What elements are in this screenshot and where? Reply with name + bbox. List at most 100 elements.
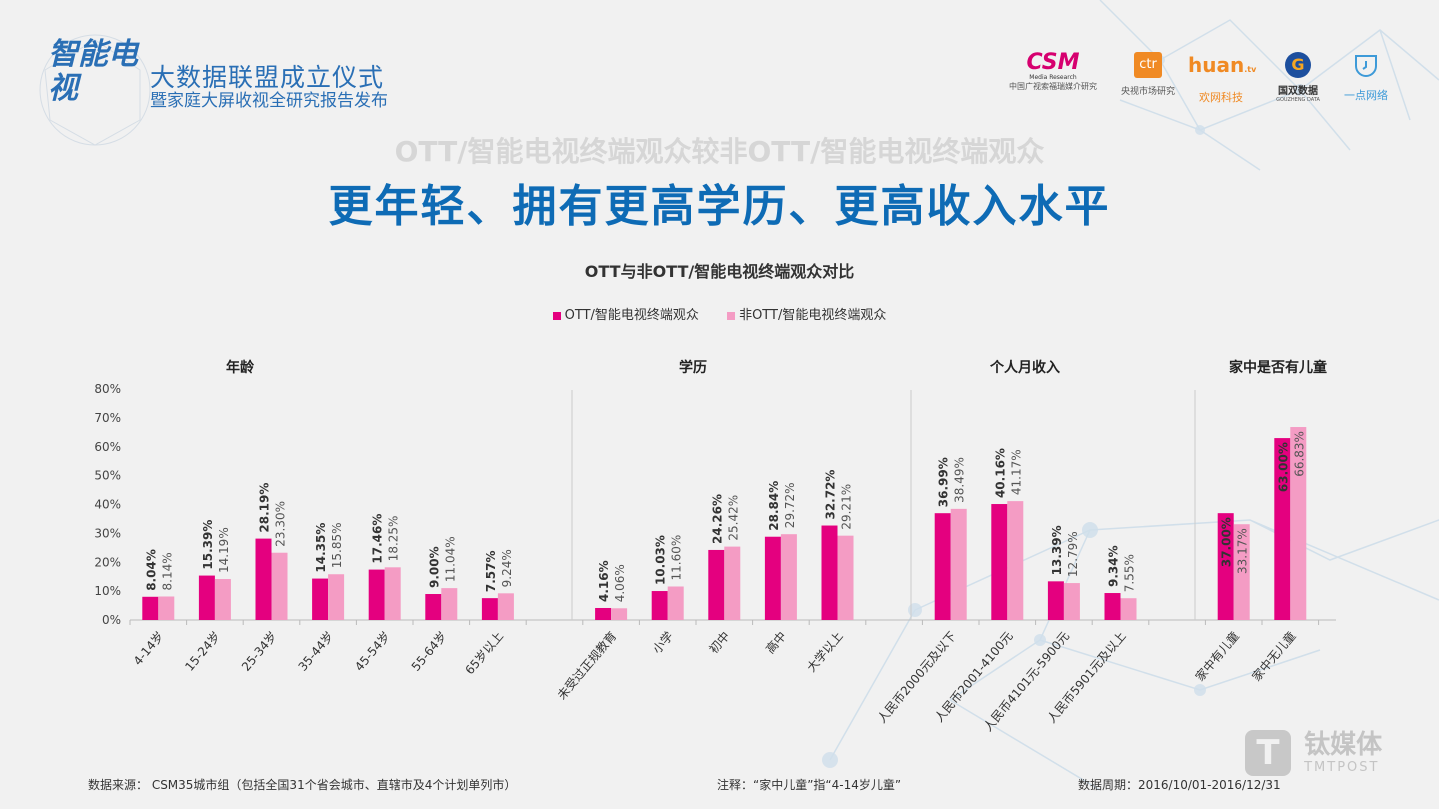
- huan-wordmark: huan: [1188, 53, 1245, 77]
- x-tick-label: 55-64岁: [408, 628, 450, 674]
- tmtpost-watermark: T 钛媒体 TMTPOST: [1245, 730, 1382, 776]
- clock-icon: [1355, 55, 1377, 77]
- bar-non-ott: [780, 534, 797, 620]
- data-label-non-ott: 8.14%: [160, 552, 174, 590]
- x-tick-label: 家中无儿童: [1249, 628, 1299, 684]
- footer-note: 注释：“家中儿童”指“4-14岁儿童”: [717, 778, 902, 792]
- ctr-mark: ctr: [1134, 52, 1162, 78]
- data-label-non-ott: 29.21%: [840, 484, 854, 530]
- bar-ott: [991, 504, 1008, 620]
- data-label-ott: 24.26%: [710, 494, 724, 544]
- legend-swatch-ott: [552, 311, 561, 320]
- partner-logo-gouzheng: G 国双数据 GOUZHENG DATA: [1270, 52, 1326, 103]
- x-tick-label: 35-44岁: [295, 628, 337, 674]
- slide-subtitle: OTT/智能电视终端观众较非OTT/智能电视终端观众: [394, 135, 1045, 168]
- y-tick-label: 30%: [94, 526, 121, 540]
- y-tick-label: 10%: [94, 584, 121, 598]
- chart-title: OTT与非OTT/智能电视终端观众对比: [584, 262, 855, 281]
- data-label-non-ott: 11.60%: [670, 535, 684, 581]
- bar-non-ott: [1007, 501, 1024, 620]
- data-label-non-ott: 14.19%: [217, 527, 231, 573]
- bar-non-ott: [667, 586, 684, 620]
- ctr-caption: 央视市场研究: [1120, 87, 1175, 97]
- partner-logo-huan: huan.tv 欢网科技: [1188, 52, 1257, 105]
- partner-logo-ctr: ctr 央视市场研究: [1112, 52, 1184, 97]
- x-tick-label: 高中: [762, 628, 789, 656]
- y-tick-label: 50%: [94, 469, 121, 483]
- bar-non-ott: [158, 596, 175, 620]
- csm-caption: 中国广视索福瑞媒介研究: [1009, 82, 1097, 91]
- legend-swatch-non-ott: [727, 311, 736, 320]
- bar-ott: [255, 538, 272, 620]
- bar-non-ott: [724, 546, 741, 620]
- y-tick-label: 60%: [94, 440, 121, 454]
- y-tick-label: 80%: [94, 382, 121, 396]
- data-label-non-ott: 18.25%: [387, 516, 401, 562]
- gouzheng-sub: GOUZHENG DATA: [1276, 97, 1320, 103]
- gouzheng-caption: 国双数据: [1278, 86, 1318, 97]
- footer-source: 数据来源： CSM35城市组（包括全国31个省会城市、直辖市及4个计划单列市）: [88, 778, 517, 792]
- data-label-ott: 15.39%: [201, 520, 215, 570]
- watermark-en: TMTPOST: [1304, 760, 1380, 775]
- x-tick-label: 家中有儿童: [1192, 628, 1242, 684]
- x-tick-label: 25-34岁: [238, 628, 280, 674]
- y-tick-label: 20%: [94, 555, 121, 569]
- x-tick-label: 15-24岁: [182, 628, 224, 674]
- data-label-non-ott: 25.42%: [726, 495, 740, 541]
- footer-period: 数据周期：2016/10/01-2016/12/31: [1078, 778, 1281, 792]
- yidian-caption: 一点网络: [1344, 89, 1388, 102]
- data-label-ott: 7.57%: [484, 551, 498, 593]
- data-label-non-ott: 7.55%: [1123, 554, 1137, 592]
- event-title-line2: 暨家庭大屏收视全研究报告发布: [150, 91, 388, 111]
- data-label-non-ott: 15.85%: [330, 522, 344, 568]
- bar-non-ott: [950, 508, 967, 620]
- huan-sub: .tv: [1244, 65, 1257, 74]
- data-label-ott: 40.16%: [993, 448, 1007, 498]
- partner-logo-yidian: 一点网络: [1340, 52, 1392, 103]
- data-label-ott: 13.39%: [1050, 525, 1064, 575]
- bar-non-ott: [497, 593, 514, 620]
- bar-non-ott: [837, 535, 854, 620]
- partner-logo-csm: CSM Media Research 中国广视索福瑞媒介研究: [1002, 52, 1104, 92]
- x-tick-label: 4-14岁: [130, 628, 167, 668]
- bar-non-ott: [1063, 583, 1080, 620]
- legend-item-non-ott: 非OTT/智能电视终端观众: [727, 308, 886, 323]
- bar-non-ott: [1120, 598, 1137, 620]
- data-label-non-ott: 38.49%: [953, 457, 967, 503]
- data-label-ott: 9.34%: [1107, 545, 1121, 587]
- data-label-ott: 36.99%: [937, 457, 951, 507]
- data-label-ott: 14.35%: [314, 523, 328, 573]
- data-label-non-ott: 33.17%: [1236, 528, 1250, 574]
- watermark-cn: 钛媒体: [1304, 730, 1383, 760]
- huan-caption: 欢网科技: [1199, 91, 1243, 104]
- data-label-non-ott: 12.79%: [1066, 531, 1080, 577]
- group-header: 学历: [679, 359, 707, 376]
- legend-label-non-ott: 非OTT/智能电视终端观众: [739, 308, 887, 323]
- data-label-ott: 8.04%: [144, 549, 158, 591]
- data-label-ott: 37.00%: [1220, 517, 1234, 567]
- y-tick-label: 0%: [102, 613, 121, 627]
- data-label-ott: 4.16%: [597, 560, 611, 602]
- bar-ott: [595, 607, 612, 620]
- data-label-ott: 28.19%: [258, 483, 272, 533]
- group-header: 个人月收入: [989, 359, 1060, 376]
- bar-non-ott: [271, 552, 288, 620]
- y-tick-label: 70%: [94, 411, 121, 425]
- bar-ott: [198, 575, 215, 620]
- bar-ott: [821, 525, 838, 620]
- bar-ott: [368, 569, 385, 620]
- bar-ott: [708, 549, 725, 620]
- x-tick-label: 65岁以上: [462, 628, 506, 677]
- event-title-line1: 大数据联盟成立仪式: [150, 63, 385, 92]
- group-header: 年龄: [226, 359, 255, 376]
- x-tick-label: 初中: [706, 628, 733, 656]
- data-label-ott: 17.46%: [371, 514, 385, 564]
- bar-non-ott: [1233, 524, 1250, 620]
- bar-ott: [1104, 593, 1121, 620]
- data-label-non-ott: 29.72%: [783, 482, 797, 528]
- bar-ott: [1217, 513, 1234, 620]
- bar-non-ott: [384, 567, 401, 620]
- bar-ott: [651, 591, 668, 620]
- event-logo: 智能电视: [48, 37, 138, 106]
